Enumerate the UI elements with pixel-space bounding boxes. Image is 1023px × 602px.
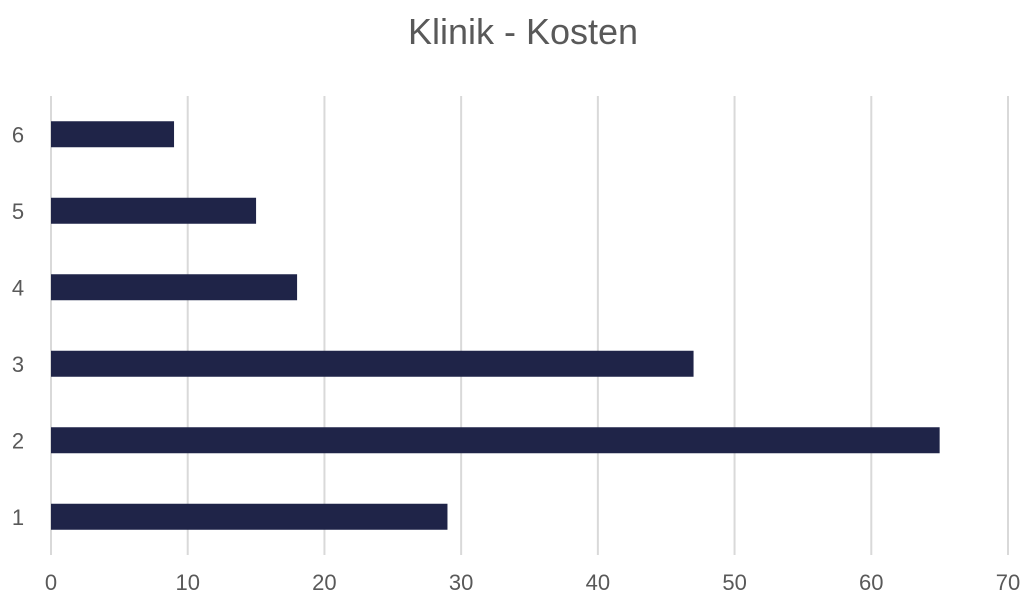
bar-1 xyxy=(51,503,448,530)
y-tick-label-4: 4 xyxy=(12,275,24,300)
x-tick-label-30: 30 xyxy=(449,570,473,595)
bars xyxy=(51,121,940,530)
x-axis-tick-labels: 0 10 20 30 40 50 60 70 xyxy=(45,570,1020,595)
bar-3 xyxy=(51,350,694,377)
y-tick-label-6: 6 xyxy=(12,122,24,147)
y-tick-label-2: 2 xyxy=(12,428,24,453)
x-tick-label-10: 10 xyxy=(175,570,199,595)
x-tick-label-60: 60 xyxy=(859,570,883,595)
x-tick-label-0: 0 xyxy=(45,570,57,595)
y-axis-tick-labels: 1 2 3 4 5 6 xyxy=(12,122,24,530)
x-tick-label-70: 70 xyxy=(996,570,1020,595)
y-tick-label-5: 5 xyxy=(12,199,24,224)
y-tick-label-3: 3 xyxy=(12,352,24,377)
bar-4 xyxy=(51,274,298,301)
y-tick-label-1: 1 xyxy=(12,505,24,530)
bar-2 xyxy=(51,427,940,454)
grid-lines xyxy=(50,96,1009,555)
x-tick-label-40: 40 xyxy=(586,570,610,595)
x-tick-label-20: 20 xyxy=(312,570,336,595)
chart-title: Klinik - Kosten xyxy=(408,11,638,52)
bar-6 xyxy=(51,121,175,148)
x-tick-label-50: 50 xyxy=(722,570,746,595)
bar-5 xyxy=(51,197,257,224)
